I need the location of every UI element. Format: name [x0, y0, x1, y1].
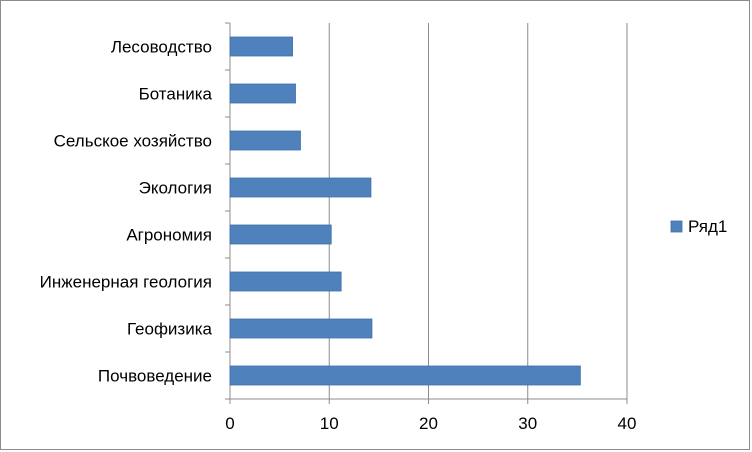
bar: [229, 83, 296, 104]
legend-swatch: [670, 220, 683, 233]
category-label: Ботаника: [139, 85, 213, 104]
x-tick-label: 40: [618, 414, 637, 433]
x-tick-label: 30: [518, 414, 537, 433]
category-label: Сельское хозяйство: [54, 132, 212, 151]
category-label: Геофизика: [127, 320, 213, 339]
bar: [229, 271, 342, 292]
category-label: Инженерная геология: [40, 273, 212, 292]
bar: [229, 318, 373, 339]
bar: [229, 365, 581, 386]
x-tick-label: 10: [320, 414, 339, 433]
category-label: Лесоводство: [111, 38, 212, 57]
bar: [229, 130, 301, 151]
legend-label: Ряд1: [688, 217, 727, 236]
category-label: Агрономия: [126, 226, 212, 245]
category-label: Почвоведение: [98, 367, 212, 386]
bar: [229, 224, 332, 245]
x-tick-label: 0: [225, 414, 234, 433]
x-tick-label: 20: [419, 414, 438, 433]
bar: [229, 177, 372, 198]
category-label: Экология: [139, 179, 212, 198]
bar: [229, 36, 293, 57]
